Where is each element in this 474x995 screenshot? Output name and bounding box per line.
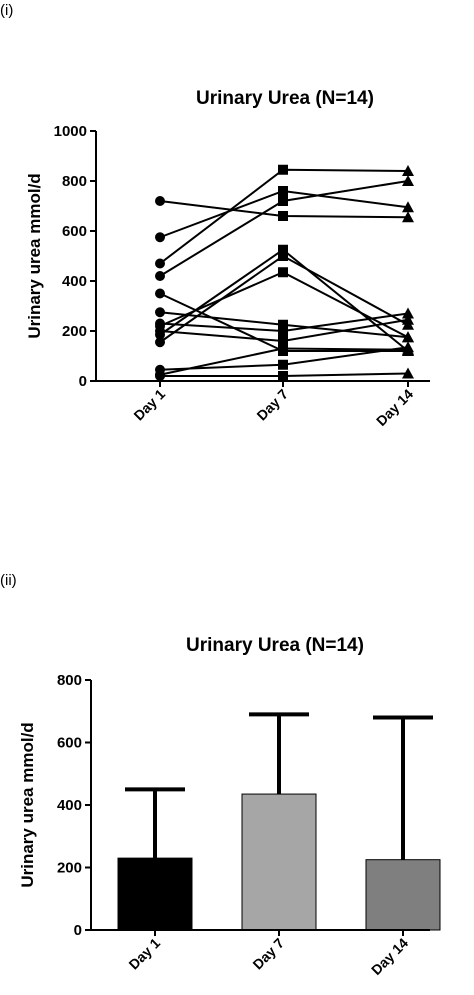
data-point-triangle bbox=[402, 201, 414, 213]
data-point-square bbox=[278, 251, 288, 261]
y-tick-label: 400 bbox=[62, 273, 87, 290]
data-point-square bbox=[278, 211, 288, 221]
data-point-triangle bbox=[402, 307, 414, 319]
bar-chart-title: Urinary Urea (N=14) bbox=[186, 635, 364, 656]
data-point-circle bbox=[155, 271, 165, 281]
data-point-triangle bbox=[402, 175, 414, 186]
y-tick-label: 200 bbox=[62, 323, 87, 340]
data-point-triangle bbox=[402, 331, 414, 343]
y-tick-label: 800 bbox=[62, 173, 87, 190]
data-point-triangle bbox=[402, 211, 414, 223]
bar-x-tick-label: Day 1 bbox=[125, 935, 163, 973]
data-point-circle bbox=[155, 288, 165, 299]
bar bbox=[365, 859, 441, 931]
panel-label-ii: (ii) bbox=[0, 572, 17, 589]
data-point-circle bbox=[155, 371, 165, 381]
data-point-circle bbox=[155, 307, 165, 318]
bar bbox=[117, 857, 193, 931]
data-point-triangle bbox=[402, 318, 414, 330]
data-point-circle bbox=[155, 329, 165, 340]
data-point-square bbox=[278, 319, 288, 330]
data-point-circle bbox=[155, 337, 165, 348]
chart-title: Urinary Urea (N=14) bbox=[196, 88, 374, 109]
data-point-triangle bbox=[402, 343, 414, 355]
data-point-circle bbox=[155, 196, 165, 206]
bar-y-axis-label: Urinary urea mmol/d bbox=[18, 722, 37, 887]
data-point-square bbox=[278, 164, 288, 175]
bar-x-tick-label: Day 7 bbox=[249, 935, 287, 973]
bar-y-tick-label: 0 bbox=[74, 922, 82, 939]
data-point-square bbox=[278, 186, 288, 196]
bar-x-tick-label: Day 14 bbox=[368, 935, 411, 978]
data-point-square bbox=[278, 343, 288, 354]
bar-y-tick-label: 200 bbox=[57, 860, 82, 877]
data-point-circle bbox=[155, 232, 165, 243]
y-tick-label: 1000 bbox=[54, 123, 87, 140]
data-point-triangle bbox=[402, 165, 414, 176]
data-point-square bbox=[278, 244, 288, 255]
bar bbox=[241, 793, 317, 931]
panel-label-i: (i) bbox=[0, 2, 14, 19]
y-tick-label: 0 bbox=[79, 373, 87, 390]
bar-y-tick-label: 400 bbox=[57, 797, 82, 814]
data-point-square bbox=[278, 326, 288, 336]
y-tick-label: 600 bbox=[62, 223, 87, 240]
x-tick-label: Day 14 bbox=[373, 386, 416, 429]
bar-y-tick-label: 600 bbox=[57, 735, 82, 752]
x-tick-label: Day 1 bbox=[130, 386, 168, 424]
data-point-square bbox=[278, 196, 288, 206]
x-tick-label: Day 7 bbox=[253, 386, 291, 424]
y-axis-label: Urinary urea mmol/d bbox=[25, 173, 44, 338]
data-point-square bbox=[278, 371, 288, 381]
data-point-square bbox=[278, 336, 288, 346]
data-point-square bbox=[278, 359, 288, 370]
data-point-triangle bbox=[402, 367, 414, 379]
bar-y-tick-label: 800 bbox=[57, 672, 82, 689]
data-point-square bbox=[278, 267, 288, 278]
data-point-circle bbox=[155, 258, 165, 269]
